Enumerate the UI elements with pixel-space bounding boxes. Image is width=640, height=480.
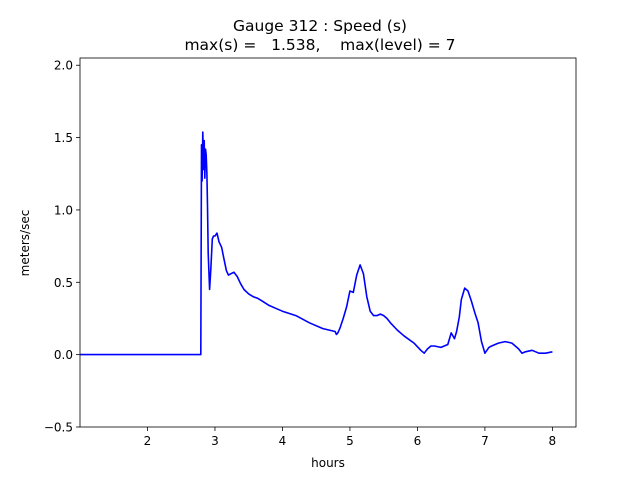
y-tick-label: 0.0 (54, 348, 73, 362)
y-tick-label: 2.0 (54, 59, 73, 73)
chart-title-line2: max(s) = 1.538, max(level) = 7 (184, 36, 455, 54)
x-tick-label: 5 (346, 434, 354, 448)
plot-area (80, 131, 553, 356)
x-axis: 2 3 4 5 6 7 8 (144, 427, 557, 448)
y-axis-label: meters/sec (18, 210, 32, 277)
y-tick-label: 1.0 (54, 203, 73, 217)
x-tick-label: 3 (211, 434, 219, 448)
x-tick-label: 6 (414, 434, 422, 448)
chart-title-line1: Gauge 312 : Speed (s) (233, 17, 407, 35)
y-tick-label: 0.5 (54, 276, 73, 290)
x-tick-label: 2 (144, 434, 152, 448)
plot-frame (79, 57, 577, 428)
y-tick-label: −0.5 (44, 421, 73, 435)
x-tick-label: 4 (279, 434, 287, 448)
y-tick-label: 1.5 (54, 131, 73, 145)
x-axis-label: hours (311, 456, 345, 470)
y-axis: −0.5 0.0 0.5 1.0 1.5 2.0 (44, 59, 80, 435)
x-tick-label: 7 (481, 434, 489, 448)
x-tick-label: 8 (549, 434, 557, 448)
series-line-0 (80, 131, 553, 356)
